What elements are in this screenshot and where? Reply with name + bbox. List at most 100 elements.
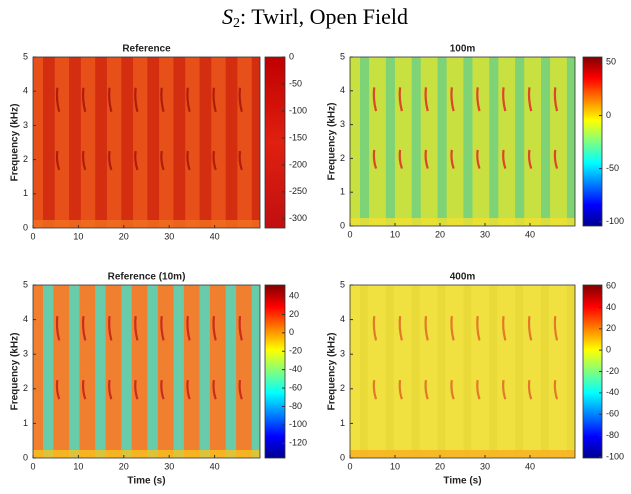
y-tick-label: 4 bbox=[23, 314, 28, 324]
colorbar-tick-label: -300 bbox=[289, 213, 307, 223]
spectrogram-streak bbox=[398, 87, 403, 112]
spectrogram-band bbox=[360, 57, 370, 226]
spectrogram-streak bbox=[212, 380, 217, 400]
y-tick-label: 3 bbox=[340, 349, 345, 359]
x-tick-label: 20 bbox=[119, 231, 129, 241]
x-tick-label: 20 bbox=[435, 229, 445, 239]
y-axis-label: Frequency (kHz) bbox=[327, 333, 338, 411]
colorbar-tick-label: -100 bbox=[289, 105, 307, 115]
spectrogram-band bbox=[69, 57, 81, 228]
spectrogram-streak bbox=[424, 87, 429, 112]
spectrogram-band bbox=[95, 57, 107, 228]
x-tick-label: 0 bbox=[347, 461, 352, 471]
x-tick-label: 0 bbox=[347, 229, 352, 239]
spectrogram-band bbox=[147, 285, 158, 458]
spectrogram-streak bbox=[212, 150, 217, 171]
x-axis-label: Time (s) bbox=[127, 476, 165, 487]
colorbar-tick-label: 40 bbox=[289, 290, 299, 300]
spectrogram-streak bbox=[502, 380, 507, 400]
spectrogram-streak bbox=[476, 87, 481, 112]
spectrogram-streak bbox=[372, 87, 378, 112]
spectrogram-streak bbox=[55, 87, 61, 112]
spectrogram-streak bbox=[238, 380, 243, 400]
colorbar-tick-label: 60 bbox=[606, 280, 616, 290]
spectrogram-streak bbox=[81, 87, 87, 112]
spectrogram-streak bbox=[424, 149, 429, 169]
spectrogram-band bbox=[385, 57, 395, 226]
colorbar-tick-label: 50 bbox=[606, 57, 616, 67]
x-tick-label: 20 bbox=[119, 461, 129, 471]
spectrogram-streak bbox=[553, 316, 559, 341]
y-tick-label: 0 bbox=[340, 220, 345, 230]
spectrogram-streak bbox=[108, 150, 113, 171]
spectrogram-low-band bbox=[33, 450, 260, 458]
panel-title: Reference (10m) bbox=[108, 272, 186, 283]
spectrogram-streak bbox=[476, 149, 481, 169]
spectrogram-streak bbox=[134, 87, 139, 112]
spectrogram-streak bbox=[398, 380, 403, 400]
spectrogram-streak bbox=[81, 380, 87, 400]
spectrogram-band bbox=[199, 57, 212, 228]
spectrogram-streak bbox=[108, 380, 113, 400]
spectrogram-streak bbox=[398, 149, 403, 169]
y-tick-label: 5 bbox=[23, 51, 28, 61]
spectrogram-streak bbox=[108, 316, 113, 341]
y-tick-label: 5 bbox=[340, 279, 345, 289]
spectrogram-streak bbox=[212, 316, 217, 341]
x-tick-label: 10 bbox=[390, 229, 400, 239]
spectrogram-streak bbox=[527, 380, 533, 400]
spectrogram-band bbox=[437, 285, 446, 458]
spectrogram-streak bbox=[450, 380, 455, 400]
colorbar-tick-label: -50 bbox=[289, 78, 302, 88]
spectrogram-band bbox=[121, 285, 132, 458]
spectrogram-streak bbox=[553, 380, 559, 400]
spectrogram-streak bbox=[476, 380, 481, 400]
spectrogram-band bbox=[251, 285, 260, 458]
panel-title: 100m bbox=[450, 44, 476, 55]
spectrogram-band bbox=[251, 57, 260, 228]
spectrogram-streak bbox=[55, 380, 61, 400]
colorbar-tick-label: -250 bbox=[289, 186, 307, 196]
y-tick-label: 0 bbox=[23, 452, 28, 462]
spectrogram-streak bbox=[212, 87, 217, 112]
x-tick-label: 30 bbox=[164, 231, 174, 241]
spectrogram-band bbox=[411, 57, 421, 226]
y-tick-label: 2 bbox=[340, 383, 345, 393]
spectrogram-streak bbox=[372, 149, 378, 169]
spectrogram bbox=[350, 57, 575, 226]
spectrogram-band bbox=[437, 57, 447, 226]
spectrogram-band bbox=[411, 285, 420, 458]
spectrogram-streak bbox=[238, 87, 243, 112]
spectrogram-streak bbox=[134, 380, 139, 400]
colorbar-tick-label: 0 bbox=[606, 110, 611, 120]
x-tick-label: 30 bbox=[480, 229, 490, 239]
suptitle: S2: Twirl, Open Field bbox=[222, 4, 408, 31]
spectrogram bbox=[33, 285, 260, 458]
spectrogram-band bbox=[147, 57, 160, 228]
spectrogram-low-band bbox=[350, 450, 575, 458]
colorbar-tick-label: -20 bbox=[289, 346, 302, 356]
x-tick-label: 30 bbox=[164, 461, 174, 471]
y-tick-label: 1 bbox=[340, 187, 345, 197]
spectrogram-streak bbox=[238, 316, 243, 341]
x-tick-label: 40 bbox=[525, 229, 535, 239]
plot-frame bbox=[32, 284, 261, 459]
spectrogram-band bbox=[489, 285, 498, 458]
colorbar-tick-label: -60 bbox=[606, 409, 619, 419]
y-tick-label: 1 bbox=[340, 418, 345, 428]
spectrogram-band bbox=[463, 57, 473, 226]
spectrogram bbox=[33, 57, 260, 228]
colorbar-tick-label: -40 bbox=[606, 387, 619, 397]
colorbar-tick-label: -20 bbox=[606, 366, 619, 376]
x-tick-label: 10 bbox=[73, 461, 83, 471]
panel-title: Reference bbox=[122, 44, 171, 55]
spectrogram-band bbox=[199, 285, 210, 458]
colorbar bbox=[264, 284, 286, 459]
y-tick-label: 4 bbox=[340, 85, 345, 95]
spectrogram-streak bbox=[186, 87, 191, 112]
spectrogram-streak bbox=[134, 316, 139, 341]
x-axis-label: Time (s) bbox=[443, 476, 481, 487]
spectrogram-streak bbox=[160, 150, 165, 171]
x-tick-label: 40 bbox=[525, 461, 535, 471]
y-axis-label: Frequency (kHz) bbox=[10, 104, 21, 182]
